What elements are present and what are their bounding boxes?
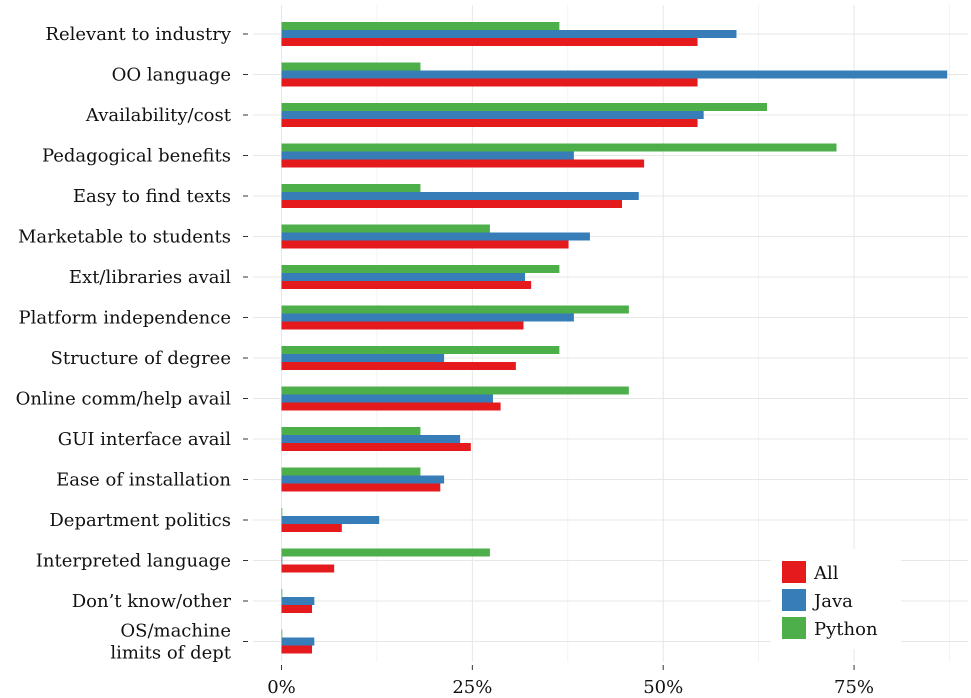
bar-python [281,224,490,233]
bar-java [281,30,737,38]
bar-java [281,70,948,79]
bar-java [281,394,493,403]
x-tick-label: 25% [452,677,492,698]
bar-python [281,103,768,111]
x-tick-label: 50% [643,677,683,698]
category-label: Don’t know/other [72,591,232,612]
bar-python [281,22,560,30]
bar-java [281,111,704,119]
bar-all [281,240,569,249]
bar-java [281,232,590,241]
category-label: Marketable to students [18,227,231,248]
bar-python [281,589,283,597]
category-label: Availability/cost [85,105,232,126]
bar-all [281,200,622,208]
bar-java [281,273,526,281]
category-label: Structure of degree [51,348,231,369]
bar-python [281,265,560,273]
bar-python [281,508,283,516]
legend-key-python [782,617,806,639]
bar-java [281,637,315,646]
bar-java [281,192,639,200]
category-label: Pedagogical benefits [42,146,231,167]
x-tick-label: 0% [267,677,296,698]
bar-all [281,362,516,370]
category-label: OS/machine limits of dept [110,621,231,664]
bar-all [281,281,532,289]
legend: All Java Python [771,549,901,649]
bar-python [281,427,421,435]
legend-label-python: Python [814,619,878,640]
bar-python [281,386,629,395]
bar-python [281,467,421,476]
bar-java [281,556,283,565]
legend-key-java [782,589,806,611]
bar-python [281,548,490,557]
category-label: OO language [112,65,231,86]
bar-all [281,443,471,451]
category-label: Relevant to industry [45,24,231,45]
bar-all [281,159,645,168]
category-label: Online comm/help avail [16,389,232,410]
category-label: Ease of installation [56,470,231,491]
bar-java [281,354,445,362]
legend-key-all [782,561,806,583]
bar-java [281,151,574,160]
bar-python [281,346,560,354]
category-labels: Relevant to industry OO language Availabil… [16,24,248,664]
bar-java [281,313,574,322]
legend-label-java: Java [812,591,853,612]
bar-all [281,38,698,46]
x-axis: 0% 25% 50% 75% [267,665,874,698]
bar-all [281,402,501,411]
bar-python [281,184,421,192]
bar-python [281,629,283,638]
legend-label-all: All [813,563,839,584]
bar-all [281,119,698,127]
category-label: Easy to find texts [73,186,231,207]
bar-all [281,605,313,613]
bar-all [281,483,441,492]
bar-java [281,597,315,605]
category-label: Platform independence [18,308,231,329]
category-label: Interpreted language [36,551,231,572]
bar-all [281,564,335,573]
bar-all [281,78,698,87]
bar-python [281,62,421,71]
bar-java [281,516,380,524]
bar-python [281,305,629,314]
bar-java [281,475,445,484]
category-label: Department politics [49,510,231,531]
category-label: GUI interface avail [58,429,231,450]
bar-java [281,435,461,443]
bar-all [281,321,524,330]
bar-all [281,645,313,654]
bar-all [281,524,342,532]
bars [281,22,948,654]
category-label: Ext/libraries avail [69,267,231,288]
bar-python [281,143,837,152]
x-tick-label: 75% [834,677,874,698]
